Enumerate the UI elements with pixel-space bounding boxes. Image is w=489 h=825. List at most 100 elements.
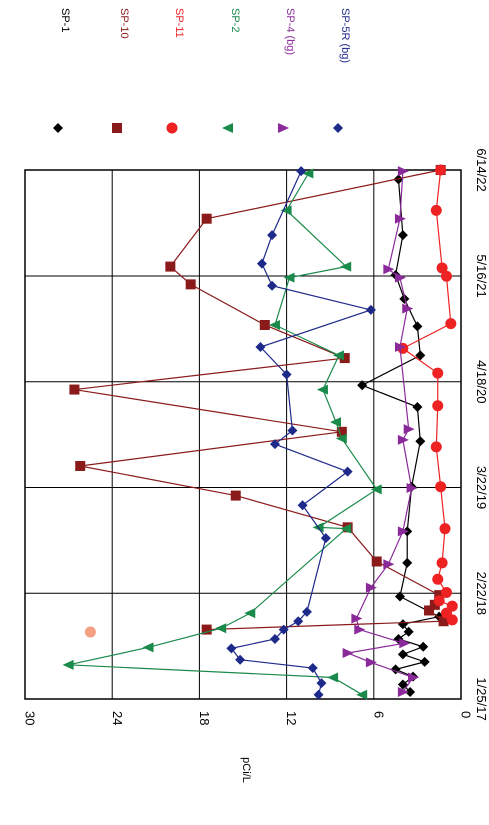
plot-area (24, 169, 462, 700)
data-point-sp-4-bg (397, 434, 409, 445)
value-tick-label: 12 (284, 711, 299, 725)
y-axis-label: pCi/L (240, 757, 252, 783)
data-point-sp-2 (283, 272, 295, 283)
data-point-sp-10 (434, 590, 445, 601)
data-point-sp-1 (412, 402, 423, 413)
data-point-sp-1 (393, 174, 404, 185)
data-point-sp-1 (415, 350, 426, 361)
data-point-sp-11 (436, 557, 448, 569)
data-point-sp-5r-bg (307, 663, 318, 674)
data-point-sp-2 (215, 623, 227, 634)
date-tick-label: 3/22/19 (474, 466, 489, 509)
legend-label: SP-10 (118, 8, 130, 39)
data-point-sp-10 (339, 353, 350, 364)
data-point-sp-10 (165, 261, 176, 272)
data-point-sp-10 (69, 384, 80, 395)
data-point-sp-1 (397, 230, 408, 241)
data-point-sp-1 (405, 687, 416, 698)
legend-label: SP-1 (59, 8, 71, 32)
date-tick-label: 2/22/18 (474, 572, 489, 615)
data-point-sp-1 (399, 293, 410, 304)
data-point-sp-11 (440, 586, 452, 598)
date-tick-label: 5/16/21 (474, 254, 489, 297)
data-point-sp-10 (75, 460, 86, 471)
legend-label: SP-5R (bg) (339, 8, 351, 63)
data-point-sp-4-bg (365, 582, 377, 593)
data-point-sp-2 (316, 384, 328, 395)
data-point-sp-4-bg (397, 526, 409, 537)
data-point-sp-5r-bg (320, 533, 331, 544)
value-tick-label: 18 (197, 711, 212, 725)
data-point-sp-5r-bg (316, 678, 327, 689)
date-tick-label: 4/18/20 (474, 360, 489, 403)
data-point-sp-2 (268, 319, 280, 330)
data-point-sp-11 (432, 573, 444, 585)
legend-label: SP-11 (173, 8, 185, 38)
legend-marker (278, 123, 289, 133)
data-point-sp-2 (335, 433, 347, 444)
data-point-sp-5r-bg (269, 439, 280, 450)
data-point-sp-10 (201, 213, 212, 224)
data-point-sp-4-bg (406, 483, 418, 494)
data-point-sp-1 (418, 641, 429, 652)
data-point-sp-10 (230, 490, 241, 501)
data-point-sp-4-bg (402, 303, 414, 314)
data-point-sp-4-bg (397, 166, 409, 177)
data-point-sp-4-bg (383, 559, 395, 570)
data-point-sp-1 (397, 649, 408, 660)
legend-marker (166, 122, 178, 134)
data-point-sp-2 (244, 608, 256, 619)
legend-entry: SP-4 (bg) (278, 8, 296, 133)
data-point-sp-4-bg (365, 657, 377, 668)
data-point-sp-11 (435, 164, 447, 176)
data-point-sp-5r-bg (296, 166, 307, 177)
value-tick-label: 0 (459, 711, 474, 718)
tick-labels: 0 6 12 18 24 30 1/25/17 2/22/18 3/22/19 4/18/20 5/… (23, 148, 489, 725)
data-point-sp-5r-bg (267, 230, 278, 241)
data-point-sp-5r-bg (226, 643, 237, 654)
legend-label: SP-2 (229, 8, 241, 32)
data-point-sp-2 (280, 205, 292, 216)
data-point-sp-11 (440, 270, 452, 282)
legend-entry: SP-11 (166, 8, 185, 134)
data-point-sp-2 (327, 672, 339, 683)
data-point-sp-10 (438, 616, 449, 627)
data-point-sp-1 (412, 321, 423, 332)
data-point-sp-5r-bg (255, 342, 266, 353)
data-point-sp-2 (370, 484, 382, 495)
data-point-sp-2 (356, 689, 368, 700)
date-tick-label: 6/14/22 (474, 148, 489, 191)
series-sp-4-bg (342, 166, 420, 698)
data-point-sp-5r-bg (281, 369, 292, 380)
data-point-sp-1 (415, 436, 426, 447)
data-point-sp-10 (371, 556, 382, 567)
data-point-sp-4-bg (354, 624, 366, 635)
grid (25, 170, 461, 699)
data-point-sp-4-bg (394, 213, 406, 224)
data-point-sp-11 (432, 400, 444, 412)
series-sp-5r-bg (226, 166, 376, 700)
data-point-sp-2 (340, 261, 352, 272)
data-point-sp-2 (62, 659, 74, 670)
data-point-sp-2 (302, 168, 314, 179)
data-point-sp-5r-bg (342, 466, 353, 477)
data-point-sp-10 (336, 426, 347, 437)
data-point-sp-1 (403, 626, 414, 637)
data-point-sp-1 (394, 591, 405, 602)
data-point-sp-2 (340, 523, 352, 534)
data-point-sp-5r-bg (297, 500, 308, 511)
data-point-sp-2 (332, 350, 344, 361)
data-point-sp-10 (185, 279, 196, 290)
data-point-sp-5r-bg (235, 654, 246, 665)
data-point-sp-11 (436, 262, 448, 274)
data-point-sp-5r-bg (287, 425, 298, 436)
value-tick-label: 6 (371, 711, 386, 718)
legend-label: SP-4 (bg) (284, 8, 296, 55)
legend: SP-1 SP-10 SP-11 SP-2 SP-4 (bg) SP-5R (bg) (53, 8, 351, 134)
legend-entry: SP-1 (53, 8, 71, 133)
outlier-point (84, 626, 96, 638)
data-point-sp-4-bg (342, 647, 354, 658)
data-point-sp-1 (419, 656, 430, 667)
data-point-sp-10 (424, 605, 435, 616)
data-point-sp-2 (330, 417, 342, 428)
